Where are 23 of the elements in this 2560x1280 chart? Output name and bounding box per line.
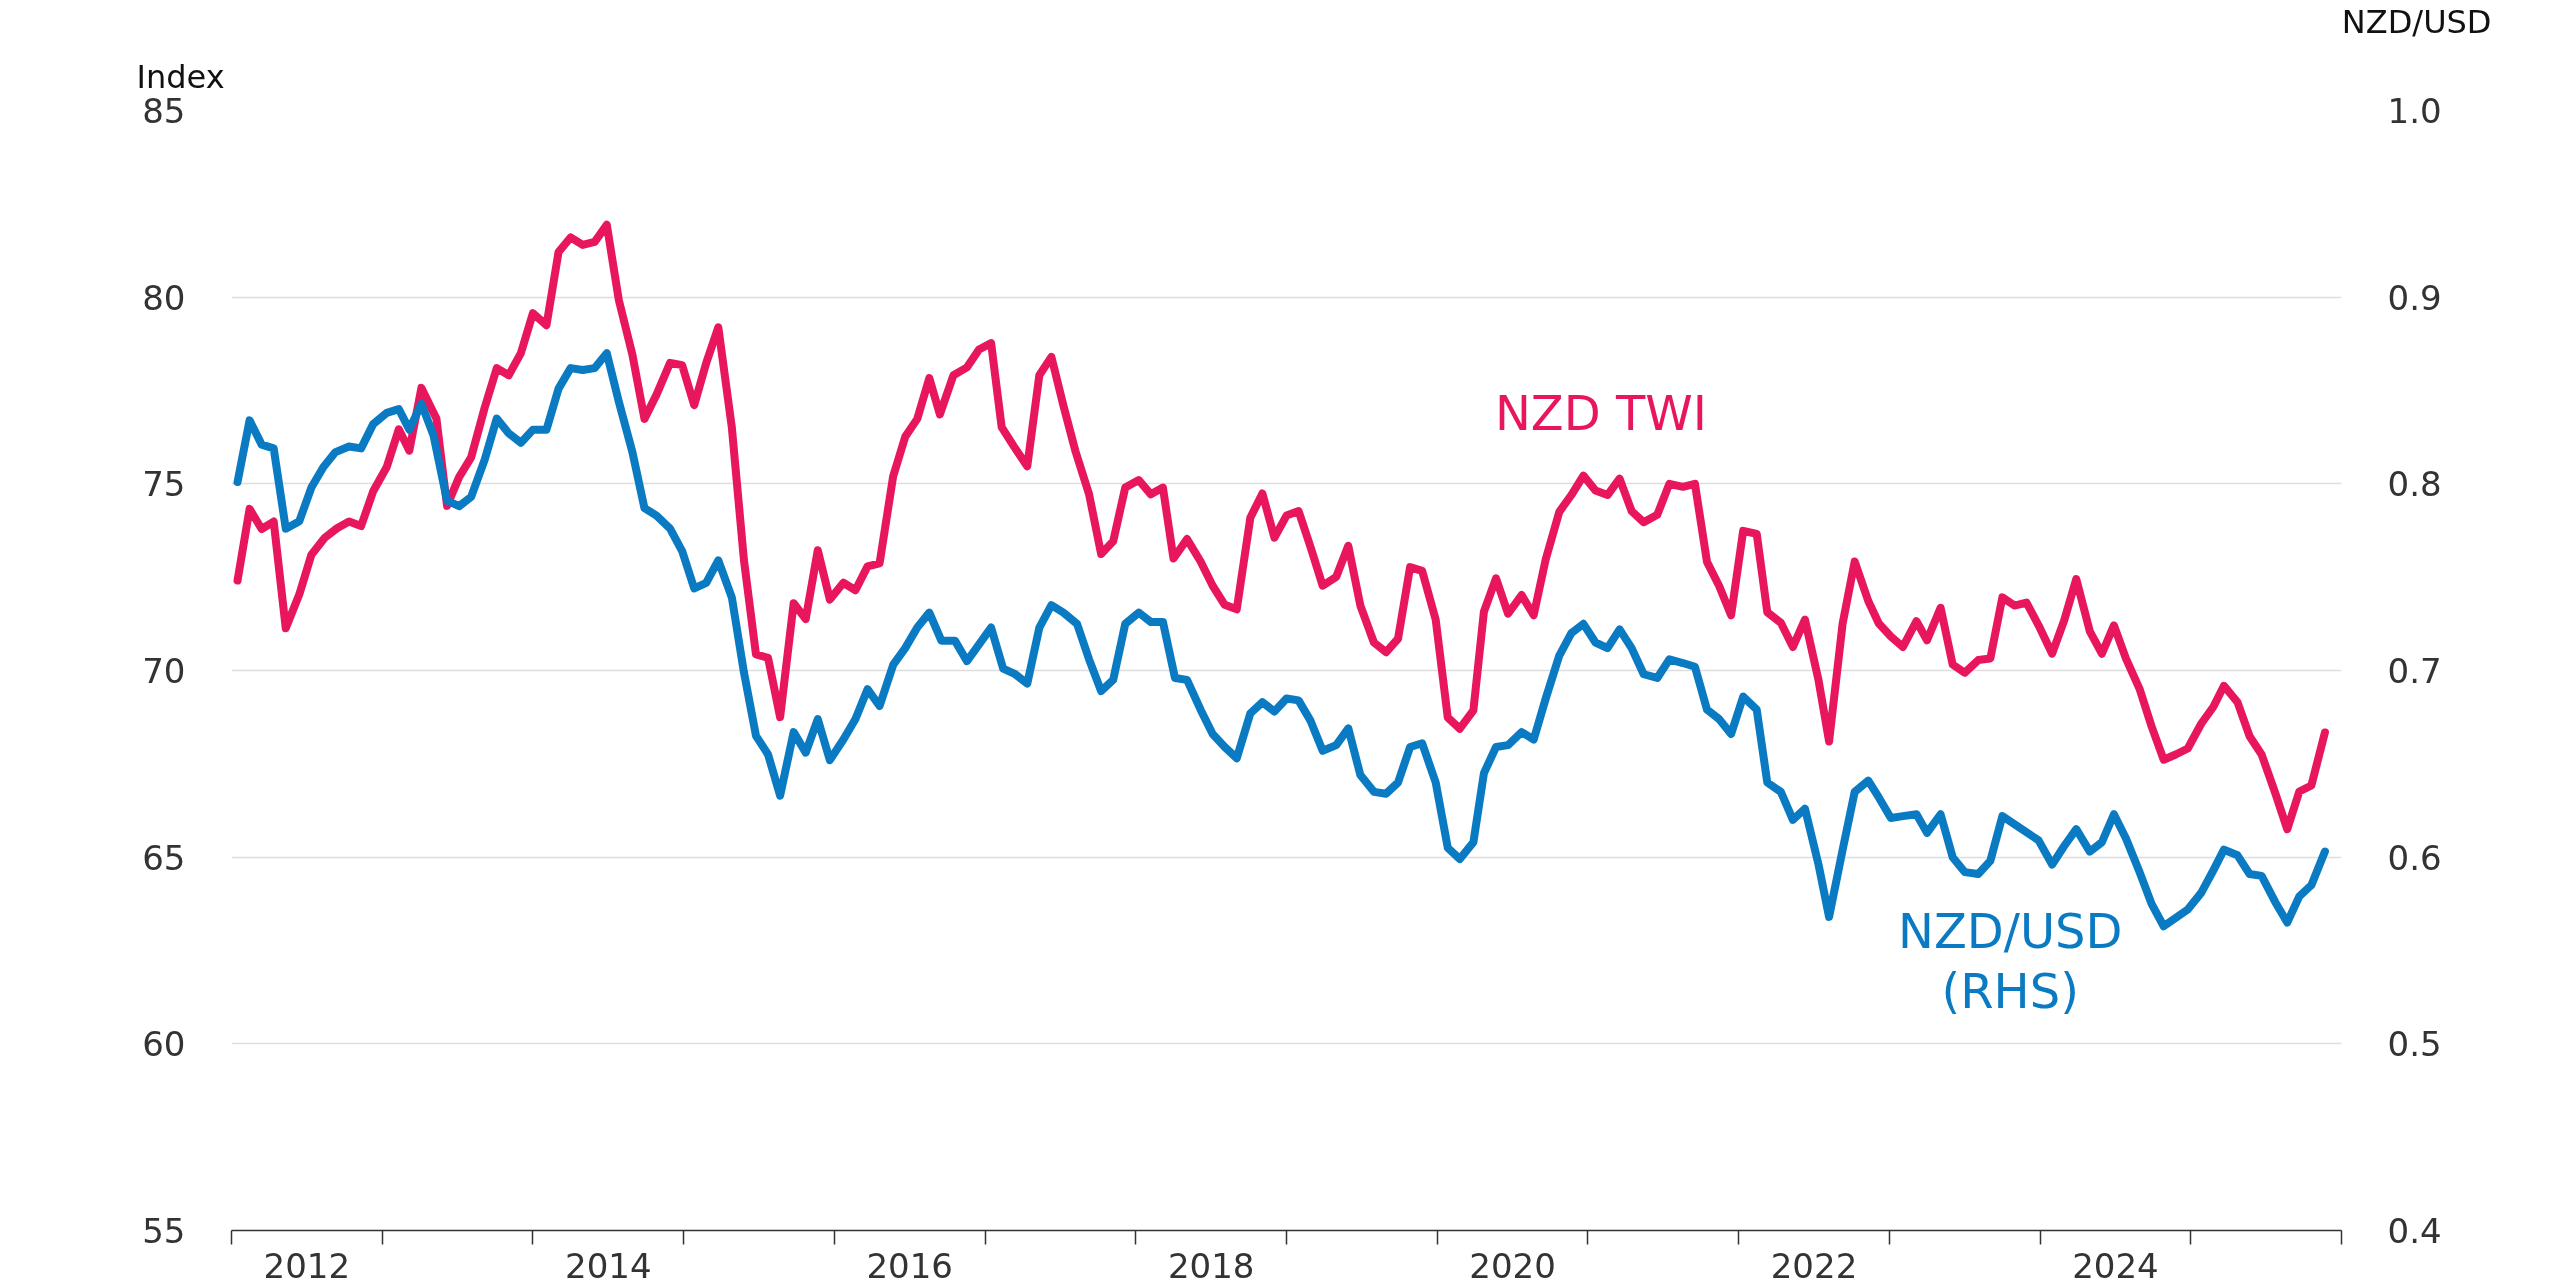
y2-axis-title: NZD/USD — [2341, 2, 2492, 41]
y-tick-label: 80 — [142, 277, 186, 318]
x-tick-label: 2022 — [1770, 1245, 1858, 1280]
series-label: NZD/USD (RHS) — [1897, 903, 2123, 1020]
x-tick-label: 2012 — [263, 1245, 351, 1280]
y2-tick-label: 0.5 — [2387, 1024, 2442, 1065]
y2-tick-label: 0.8 — [2387, 464, 2442, 505]
y-tick-label: 70 — [142, 651, 186, 691]
y-tick-label: 60 — [142, 1024, 186, 1065]
x-tick-label: 2016 — [866, 1245, 953, 1280]
x-tick-label: 2014 — [565, 1245, 652, 1280]
y-tick-label: 65 — [142, 837, 186, 878]
x-tick-label: 2020 — [1469, 1245, 1556, 1280]
y2-tick-label: 0.6 — [2387, 837, 2442, 878]
series-label: NZD TWI — [1494, 384, 1707, 441]
y2-tick-label: 1.0 — [2387, 91, 2442, 131]
x-tick-label: 2024 — [2072, 1245, 2159, 1280]
y-tick-label: 55 — [142, 1211, 186, 1251]
x-tick-label: 2018 — [1167, 1245, 1255, 1280]
y2-tick-label: 0.9 — [2387, 277, 2442, 318]
y-tick-label: 75 — [142, 464, 186, 505]
y2-tick-label: 0.7 — [2387, 651, 2442, 691]
y2-tick-label: 0.4 — [2387, 1211, 2442, 1251]
